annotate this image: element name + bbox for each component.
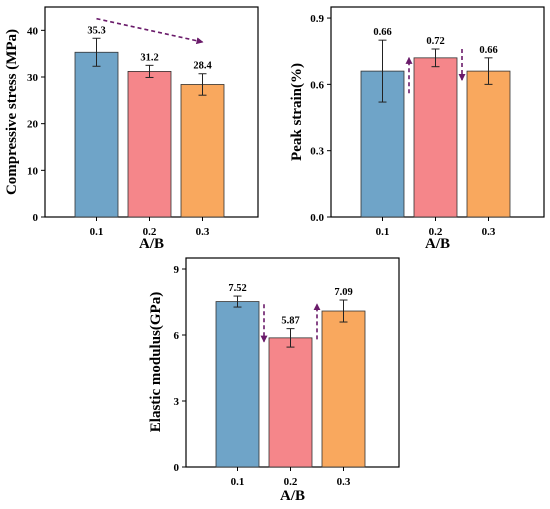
x-tick-label: 0.2 [429,226,443,238]
y-axis-label: Peak strain(%) [289,63,305,161]
x-axis-label: A/B [425,236,450,252]
x-tick-label: 0.3 [482,226,496,238]
bar-0.2 [413,57,458,218]
y-axis-label: Compressive stress (MPa) [4,29,20,195]
y-tick-label: 40 [27,25,39,37]
bar-0.3 [466,70,511,218]
data-label: 7.52 [228,283,246,294]
y-tick-label: 0.6 [310,79,324,91]
bar-0.1 [74,51,119,218]
y-tick-label: 0.0 [310,212,324,224]
bar-0.1 [215,301,260,468]
data-label: 0.72 [426,36,444,47]
y-tick-label: 3 [174,396,180,408]
y-tick-label: 20 [27,119,39,131]
y-tick-label: 0 [33,212,39,224]
data-label: 28.4 [193,61,212,72]
chart-panel-a: 0 10 20 30 40 35.3 0.1 31.2 0.2 28.4 0.3 A/B Compres… [4,6,259,252]
data-label: 0.66 [479,45,497,56]
data-label: 0.66 [373,27,391,38]
bar-0.3 [321,310,366,468]
data-label: 5.87 [281,316,299,327]
x-tick-label: 0.3 [196,226,210,238]
x-axis-label: A/B [139,236,164,252]
x-tick-label: 0.2 [143,226,157,238]
y-tick-label: 30 [27,72,39,84]
bar-0.3 [180,84,225,218]
data-label: 35.3 [87,25,105,36]
y-axis-label: Elastic modulus(GPa) [148,292,164,432]
x-tick-label: 0.1 [376,226,390,238]
chart-panel-b: 0.0 0.3 0.6 0.9 0.66 0.1 0.72 0.2 0.66 0.3 A/B Peak… [289,6,545,252]
y-tick-label: 0 [174,462,180,474]
y-tick-label: 0.9 [310,13,324,25]
x-tick-label: 0.1 [231,476,245,488]
data-label: 7.09 [334,287,352,298]
x-tick-label: 0.1 [90,226,104,238]
dashed-arrow-annotation [96,17,204,45]
chart-panel-c: 0 3 6 9 7.52 0.1 5.87 0.2 7.09 0.3 A/B Elastic modu… [148,257,400,504]
y-tick-label: 6 [174,330,180,342]
y-tick-label: 9 [174,264,180,276]
data-label: 31.2 [140,52,158,63]
x-tick-label: 0.2 [284,476,298,488]
y-tick-label: 0.3 [310,146,324,158]
bar-0.2 [127,71,172,218]
bar-0.2 [268,337,313,468]
y-tick-label: 10 [27,165,39,177]
x-tick-label: 0.3 [337,476,351,488]
x-axis-label: A/B [280,488,305,504]
